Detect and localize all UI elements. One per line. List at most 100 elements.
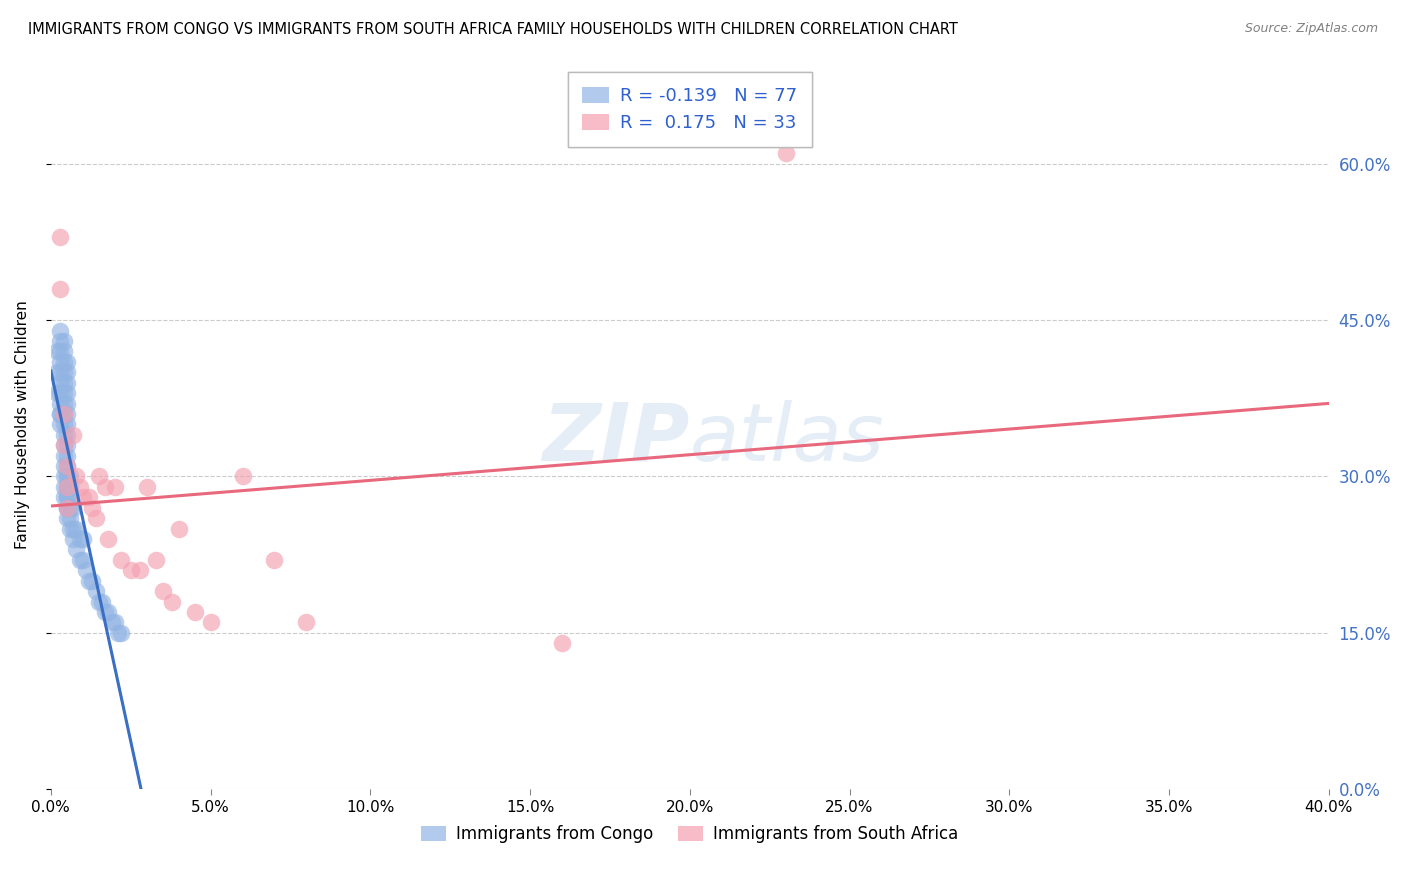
Point	[59, 500, 82, 515]
Point	[59, 491, 82, 505]
Point	[52, 469, 75, 483]
Point	[56, 438, 79, 452]
Point	[56, 500, 79, 515]
Legend: R = -0.139   N = 77, R =  0.175   N = 33: R = -0.139 N = 77, R = 0.175 N = 33	[568, 72, 811, 146]
Point	[56, 491, 79, 505]
Point	[72, 553, 94, 567]
Point	[49, 386, 72, 401]
Point	[59, 469, 82, 483]
Point	[107, 625, 129, 640]
Point	[49, 324, 72, 338]
Point	[65, 542, 87, 557]
Point	[62, 522, 84, 536]
Point	[52, 386, 75, 401]
Point	[94, 605, 117, 619]
Point	[56, 458, 79, 473]
Point	[59, 480, 82, 494]
Point	[110, 553, 132, 567]
Point	[52, 355, 75, 369]
Point	[52, 344, 75, 359]
Text: Source: ZipAtlas.com: Source: ZipAtlas.com	[1244, 22, 1378, 36]
Point	[120, 563, 142, 577]
Point	[56, 386, 79, 401]
Point	[62, 532, 84, 546]
Point	[97, 532, 120, 546]
Point	[49, 417, 72, 432]
Point	[183, 605, 205, 619]
Point	[52, 376, 75, 390]
Point	[52, 365, 75, 379]
Point	[82, 574, 104, 588]
Point	[56, 480, 79, 494]
Point	[104, 480, 127, 494]
Point	[56, 500, 79, 515]
Point	[52, 396, 75, 410]
Point	[59, 511, 82, 525]
Point	[56, 480, 79, 494]
Point	[52, 427, 75, 442]
Point	[145, 553, 167, 567]
Text: ZIP: ZIP	[543, 400, 690, 478]
Point	[87, 469, 110, 483]
Point	[167, 522, 190, 536]
Point	[295, 615, 318, 630]
Point	[49, 407, 72, 421]
Point	[59, 522, 82, 536]
Point	[200, 615, 222, 630]
Y-axis label: Family Households with Children: Family Households with Children	[15, 300, 30, 549]
Point	[87, 594, 110, 608]
Point	[69, 480, 91, 494]
Point	[162, 594, 184, 608]
Point	[49, 344, 72, 359]
Point	[56, 365, 79, 379]
Point	[56, 491, 79, 505]
Point	[97, 605, 120, 619]
Point	[263, 553, 285, 567]
Point	[129, 563, 152, 577]
Point	[135, 480, 157, 494]
Point	[56, 427, 79, 442]
Point	[52, 458, 75, 473]
Point	[82, 500, 104, 515]
Point	[56, 500, 79, 515]
Point	[56, 469, 79, 483]
Point	[72, 491, 94, 505]
Point	[56, 407, 79, 421]
Point	[56, 396, 79, 410]
Point	[152, 584, 174, 599]
Text: IMMIGRANTS FROM CONGO VS IMMIGRANTS FROM SOUTH AFRICA FAMILY HOUSEHOLDS WITH CHI: IMMIGRANTS FROM CONGO VS IMMIGRANTS FROM…	[28, 22, 957, 37]
Point	[49, 365, 72, 379]
Point	[84, 511, 107, 525]
Point	[62, 500, 84, 515]
Point	[94, 480, 117, 494]
Point	[56, 480, 79, 494]
Point	[49, 282, 72, 296]
Point	[49, 396, 72, 410]
Point	[49, 407, 72, 421]
Point	[62, 427, 84, 442]
Point	[56, 458, 79, 473]
Point	[110, 625, 132, 640]
Point	[46, 344, 69, 359]
Text: atlas: atlas	[690, 400, 884, 478]
Point	[49, 229, 72, 244]
Point	[52, 438, 75, 452]
Point	[84, 584, 107, 599]
Point	[72, 532, 94, 546]
Point	[49, 334, 72, 348]
Point	[75, 563, 97, 577]
Point	[231, 469, 253, 483]
Point	[49, 355, 72, 369]
Point	[56, 376, 79, 390]
Point	[56, 449, 79, 463]
Point	[69, 553, 91, 567]
Point	[52, 491, 75, 505]
Point	[91, 594, 114, 608]
Point	[69, 532, 91, 546]
Point	[65, 522, 87, 536]
Point	[52, 334, 75, 348]
Point	[104, 615, 127, 630]
Point	[52, 438, 75, 452]
Point	[77, 574, 100, 588]
Point	[46, 365, 69, 379]
